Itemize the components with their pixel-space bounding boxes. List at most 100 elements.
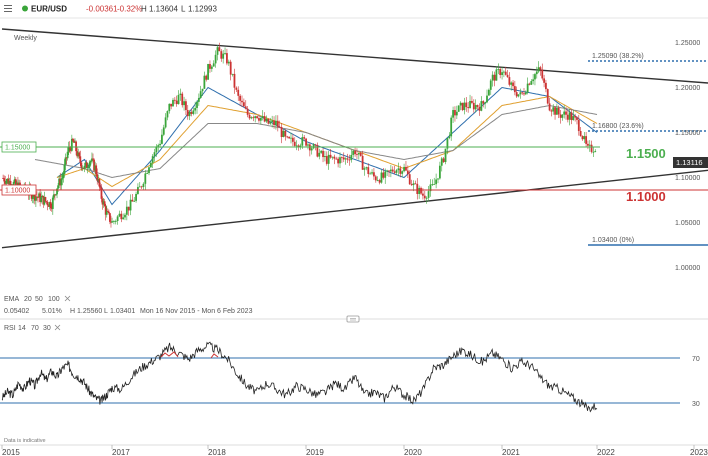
price-pane[interactable]: Weekly 1.25090 (38.2%) 1.16800 (23.6%) 1…	[0, 17, 708, 272]
candle-body	[437, 178, 439, 180]
candle-body	[258, 118, 260, 121]
candle-body	[91, 158, 93, 162]
candle-body	[75, 141, 77, 152]
candle-body	[293, 141, 296, 146]
ema-legend: EMA 20 50 100 0.05402 5.01% H 1.25560 L …	[4, 295, 253, 315]
candle-body	[144, 173, 147, 184]
candle-body	[216, 47, 219, 55]
candle-body	[252, 117, 255, 119]
candle-body	[318, 152, 321, 157]
pane-resize-handle-icon[interactable]	[346, 315, 360, 323]
candle-body	[269, 122, 272, 124]
candle-body	[487, 89, 490, 96]
candle-body	[48, 202, 51, 207]
price-tick-label: 1.10000	[675, 175, 700, 182]
candle-body	[137, 187, 139, 194]
candle-body	[43, 197, 46, 205]
candle-body	[329, 154, 332, 158]
rsi-lower[interactable]: 30	[43, 325, 51, 332]
rsi-series	[1, 341, 598, 413]
candle-body	[429, 184, 432, 192]
candle-body	[183, 101, 185, 106]
candle-body	[127, 206, 130, 211]
candle-body	[546, 89, 549, 104]
candle-body	[408, 174, 411, 185]
candle-body	[410, 184, 413, 186]
candle-body	[290, 137, 292, 139]
close-x-icon[interactable]	[54, 324, 61, 331]
candle-body	[393, 171, 396, 173]
candle-body	[56, 188, 58, 195]
candle-body	[39, 193, 42, 203]
candle-body	[461, 102, 464, 111]
candle-body	[431, 184, 434, 185]
hamburger-menu-icon[interactable]	[4, 5, 12, 12]
close-x-icon[interactable]	[64, 295, 71, 302]
candle-body	[457, 105, 460, 112]
candle-body	[486, 95, 488, 103]
candle-body	[129, 199, 132, 211]
candle-body	[124, 214, 126, 218]
ema-period-100[interactable]: 100	[48, 296, 60, 303]
candle-body	[286, 136, 289, 138]
low-label: L	[181, 5, 186, 14]
candle-body	[471, 100, 473, 103]
candle-body	[491, 74, 494, 81]
range-dates: Mon 16 Nov 2015 - Mon 6 Feb 2023	[140, 308, 253, 315]
candle-body	[67, 146, 70, 152]
candle-body	[493, 74, 496, 81]
candle-body	[397, 168, 400, 171]
candle-body	[581, 135, 584, 140]
candle-body	[52, 194, 55, 198]
candle-body	[41, 195, 44, 198]
symbol: EUR/USD	[31, 5, 67, 14]
candle-body	[446, 137, 449, 149]
ema-val-20: 0.05402	[4, 308, 29, 315]
candle-body	[99, 186, 102, 188]
ema-period-50[interactable]: 50	[35, 296, 43, 303]
candle-body	[469, 100, 471, 109]
candle-body	[422, 193, 424, 196]
time-tick-label: 2019	[306, 448, 324, 456]
rsi-upper[interactable]: 70	[31, 325, 39, 332]
candle-body	[192, 110, 195, 114]
candle-body	[8, 180, 11, 184]
candle-body	[543, 78, 545, 83]
candle-body	[77, 152, 80, 157]
candle-body	[554, 107, 556, 115]
candle-body	[190, 112, 193, 114]
candle-body	[205, 75, 208, 80]
candle-body	[534, 74, 536, 80]
pane-divider[interactable]	[0, 315, 708, 323]
candle-body	[59, 178, 62, 186]
candle-body	[503, 71, 505, 73]
rsi-pane[interactable]: RSI 14 70 30 70 30	[0, 324, 700, 413]
candle-body	[418, 187, 421, 194]
candle-body	[532, 79, 535, 82]
candle-body	[478, 106, 481, 111]
candle-body	[555, 107, 558, 115]
ema-period-20[interactable]: 20	[24, 296, 32, 303]
rsi-period[interactable]: 14	[18, 325, 26, 332]
level-box-1100	[1, 184, 37, 196]
candle-body	[474, 104, 477, 110]
candle-body	[80, 162, 83, 168]
candle-body	[98, 179, 101, 187]
candle-body	[382, 172, 385, 178]
candle-body	[109, 213, 111, 222]
candle-body	[363, 168, 366, 170]
candle-body	[155, 146, 158, 153]
candle-body	[89, 161, 92, 162]
candle-body	[557, 107, 560, 115]
candle-body	[369, 173, 372, 175]
candle-body	[45, 201, 48, 203]
candle-body	[399, 168, 402, 174]
candle-body	[523, 93, 525, 95]
candle-body	[239, 95, 242, 101]
candle-body	[357, 152, 360, 155]
candle-body	[3, 178, 6, 182]
candle-body	[244, 106, 247, 109]
rsi-axis-30: 30	[692, 401, 700, 408]
candle-body	[314, 144, 317, 146]
